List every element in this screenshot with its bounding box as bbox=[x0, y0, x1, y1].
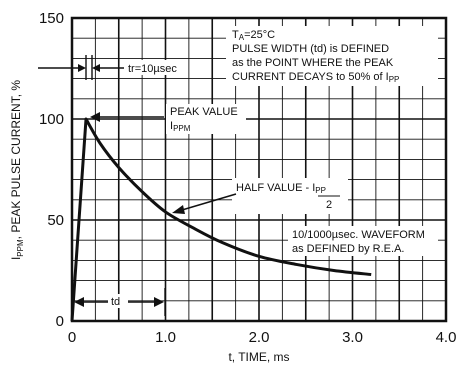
y-tick-label: 100 bbox=[39, 111, 64, 128]
half-value-label: HALF VALUE - IPP bbox=[236, 182, 326, 195]
tr-label: tr=10µsec bbox=[128, 63, 177, 75]
half-arrow-line bbox=[181, 193, 237, 211]
peak-label-bg bbox=[166, 104, 246, 134]
waveform-label-bg bbox=[288, 226, 438, 256]
pulse-definition-box bbox=[226, 26, 438, 86]
x-tick-label: 4.0 bbox=[436, 329, 457, 346]
td-label: td bbox=[111, 296, 120, 308]
y-tick-label: 50 bbox=[47, 212, 64, 229]
pulse-width-line1: PULSE WIDTH (td) is DEFINED bbox=[232, 43, 389, 55]
waveform-line1: 10/1000µsec. WAVEFORM bbox=[292, 229, 425, 241]
half-arrowhead bbox=[172, 205, 185, 214]
series-line bbox=[70, 117, 372, 322]
x-tick-label: 1.0 bbox=[155, 329, 176, 346]
x-tick-label: 0 bbox=[68, 329, 76, 346]
plot-frame bbox=[70, 16, 448, 323]
ta-label: TA=25°C bbox=[232, 29, 275, 42]
tr-label-bg bbox=[125, 60, 187, 75]
y-axis-label: IPPM, PEAK PULSE CURRENT, % bbox=[9, 80, 25, 260]
x-axis-label: t, TIME, ms bbox=[228, 350, 289, 364]
tr-right-arrowhead bbox=[92, 64, 100, 72]
peak-arrowhead bbox=[90, 112, 100, 122]
tr-left-arrowhead bbox=[78, 64, 86, 72]
x-tick-label: 2.0 bbox=[249, 329, 270, 346]
x-tick-label: 3.0 bbox=[342, 329, 363, 346]
td-left-arrowhead bbox=[74, 297, 84, 307]
peak-value-label: PEAK VALUE bbox=[170, 106, 238, 118]
x-tick-labels: 0 1.0 2.0 3.0 4.0 bbox=[68, 329, 457, 346]
pulse-width-line2: as the POINT WHERE the PEAK bbox=[232, 57, 394, 69]
peak-value-symbol: IPPM bbox=[170, 120, 191, 133]
y-tick-label: 150 bbox=[39, 10, 64, 27]
pulse-width-line3: CURRENT DECAYS to 50% of IPP bbox=[232, 71, 399, 84]
waveform-line2: as DEFINED by R.E.A. bbox=[292, 243, 404, 255]
y-tick-labels: 0 50 100 150 bbox=[39, 10, 64, 330]
y-tick-label: 0 bbox=[56, 313, 64, 330]
td-label-bg bbox=[108, 294, 128, 308]
td-right-arrowhead bbox=[154, 297, 164, 307]
half-value-denominator: 2 bbox=[326, 199, 332, 211]
